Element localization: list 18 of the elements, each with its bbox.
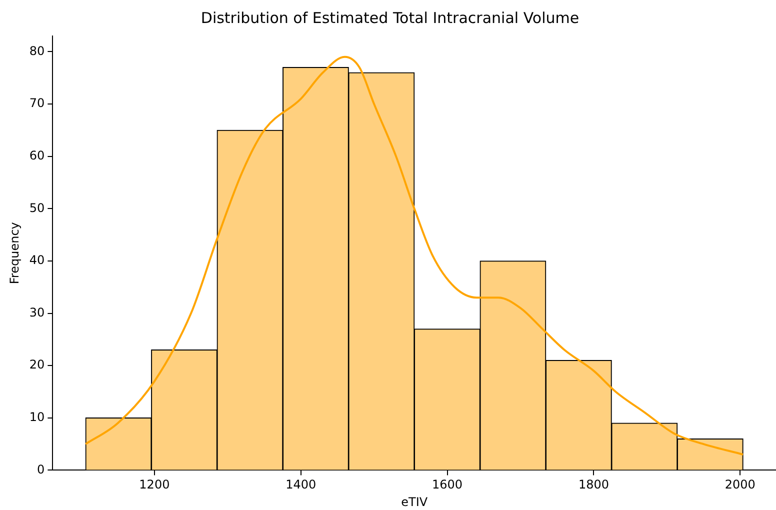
- y-tick-label: 40: [29, 253, 45, 268]
- y-tick-label: 70: [29, 96, 45, 110]
- y-tick-label: 80: [29, 44, 45, 58]
- x-tick-label: 2000: [724, 478, 756, 492]
- x-tick-label: 1400: [286, 478, 316, 492]
- y-axis-title: Frequency: [7, 222, 22, 284]
- y-tick-label: 10: [29, 410, 45, 424]
- x-tick-label: 1600: [432, 478, 463, 492]
- y-tick-label: 0: [37, 462, 45, 476]
- y-tick-label: 60: [29, 148, 45, 162]
- x-tick-label: 1200: [139, 478, 170, 492]
- x-tick-label: 1800: [578, 478, 609, 492]
- y-tick-label: 50: [29, 200, 45, 215]
- line-series: [84, 56, 744, 456]
- x-axis-title: eTIV: [401, 494, 428, 509]
- chart-title: Distribution of Estimated Total Intracranial Volume: [200, 8, 580, 27]
- y-tick-label: 20: [29, 358, 45, 372]
- y-tick-label: 30: [29, 305, 45, 320]
